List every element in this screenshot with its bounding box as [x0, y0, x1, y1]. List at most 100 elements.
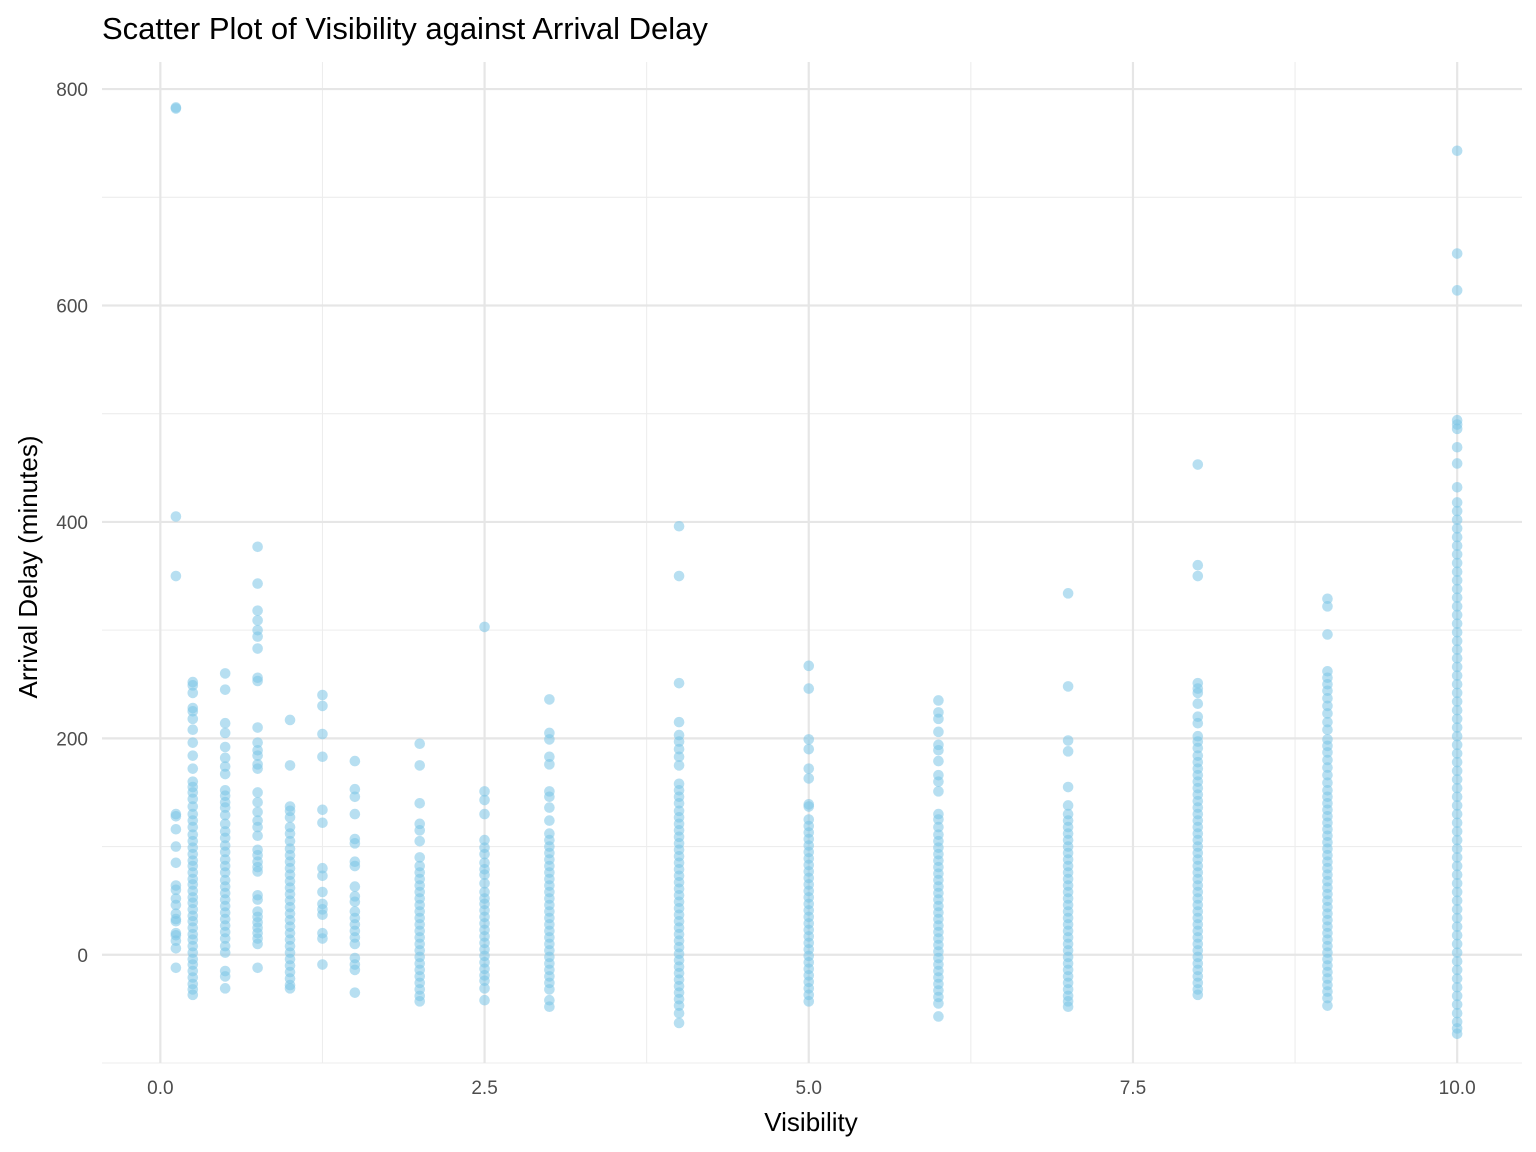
scatter-point — [170, 899, 182, 911]
scatter-point — [1451, 730, 1463, 742]
scatter-point — [1451, 441, 1463, 453]
scatter-point — [317, 728, 328, 740]
scatter-point — [284, 983, 296, 994]
scatter-point — [187, 706, 199, 717]
scatter-point — [170, 810, 182, 822]
scatter-point — [349, 896, 361, 908]
scatter-point — [1451, 618, 1463, 629]
scatter-point — [1062, 800, 1074, 811]
scatter-point — [673, 1007, 685, 1019]
scatter-point — [673, 520, 685, 532]
scatter-point — [1322, 777, 1333, 789]
scatter-point — [1451, 248, 1463, 259]
scatter-point — [1451, 904, 1463, 915]
scatter-point — [803, 683, 815, 694]
scatter-point — [252, 962, 263, 974]
scatter-point — [349, 783, 361, 795]
scatter-point — [170, 103, 182, 114]
scatter-point — [252, 643, 263, 654]
scatter-point — [187, 737, 199, 748]
scatter-point — [1451, 1007, 1463, 1019]
scatter-point — [1451, 531, 1463, 543]
scatter-point — [673, 1017, 685, 1029]
scatter-point — [1451, 782, 1463, 794]
scatter-point — [219, 867, 231, 878]
x-tick-label: 2.5 — [471, 1078, 497, 1099]
scatter-point — [803, 773, 815, 784]
scatter-point — [479, 794, 490, 806]
scatter-point — [252, 605, 263, 616]
y-tick-label: 600 — [56, 296, 88, 317]
scatter-point — [414, 760, 426, 771]
scatter-point — [544, 791, 555, 803]
scatter-point — [349, 938, 361, 950]
scatter-point — [1451, 458, 1463, 469]
scatter-point — [170, 570, 182, 582]
scatter-point — [1451, 774, 1463, 785]
scatter-point — [1451, 523, 1463, 534]
scatter-point — [544, 1001, 555, 1013]
scatter-point — [544, 984, 555, 995]
scatter-point — [1451, 423, 1463, 435]
scatter-point — [219, 768, 231, 780]
scatter-point — [479, 983, 490, 994]
scatter-point — [1451, 869, 1463, 880]
scatter-point — [252, 675, 263, 687]
scatter-point — [1451, 549, 1463, 560]
scatter-point — [803, 801, 815, 812]
y-tick-label: 400 — [56, 513, 88, 534]
scatter-point — [1062, 746, 1074, 757]
x-tick-label: 10.0 — [1439, 1078, 1476, 1099]
scatter-point — [170, 511, 182, 522]
scatter-point — [1192, 570, 1204, 582]
scatter-point — [349, 791, 361, 803]
scatter-point — [1451, 722, 1463, 733]
scatter-point — [1322, 992, 1333, 1004]
scatter-point — [1192, 989, 1204, 1001]
scatter-point — [933, 713, 944, 725]
scatter-point — [317, 804, 328, 816]
axis-ticks: 0.0 2.5 5.0 7.5 10.0 0 200 400 600 800 — [56, 80, 1475, 1099]
scatter-point — [479, 808, 490, 820]
scatter-point — [317, 751, 328, 763]
scatter-point — [933, 755, 944, 767]
scatter-point — [1451, 635, 1463, 647]
scatter-point — [1322, 724, 1333, 735]
scatter-point — [1192, 559, 1204, 571]
scatter-point — [219, 971, 231, 982]
scatter-point — [1451, 481, 1463, 493]
scatter-point — [544, 751, 555, 763]
scatter-point — [170, 884, 182, 896]
scatter-point — [803, 743, 815, 755]
scatter-point — [1451, 860, 1463, 872]
scatter-point — [673, 736, 685, 747]
scatter-point — [252, 830, 263, 842]
scatter-point — [1192, 687, 1204, 699]
scatter-point — [414, 825, 426, 836]
scatter-point — [252, 796, 263, 808]
scatter-point — [1451, 912, 1463, 924]
scatter-point — [1451, 938, 1463, 950]
scatter-point — [317, 700, 328, 712]
chart-title: Scatter Plot of Visibility against Arriv… — [102, 11, 708, 46]
scatter-point — [479, 621, 490, 633]
scatter-point — [349, 964, 361, 976]
scatter-point — [219, 846, 231, 858]
scatter-point — [284, 812, 296, 823]
scatter-point — [1451, 661, 1463, 673]
scatter-point — [933, 821, 944, 833]
scatter-point — [1192, 742, 1204, 754]
scatter-point — [1451, 687, 1463, 699]
scatter-point — [252, 806, 263, 818]
scatter-point — [1451, 800, 1463, 811]
scatter-point — [414, 852, 426, 863]
scatter-point — [673, 1000, 685, 1011]
scatter-point — [544, 759, 555, 770]
scatter-point — [1451, 713, 1463, 725]
scatter-point — [252, 894, 263, 905]
scatter-point — [284, 835, 296, 847]
scatter-point — [170, 915, 182, 927]
scatter-point — [1451, 990, 1463, 1002]
scatter-point — [1322, 708, 1333, 719]
